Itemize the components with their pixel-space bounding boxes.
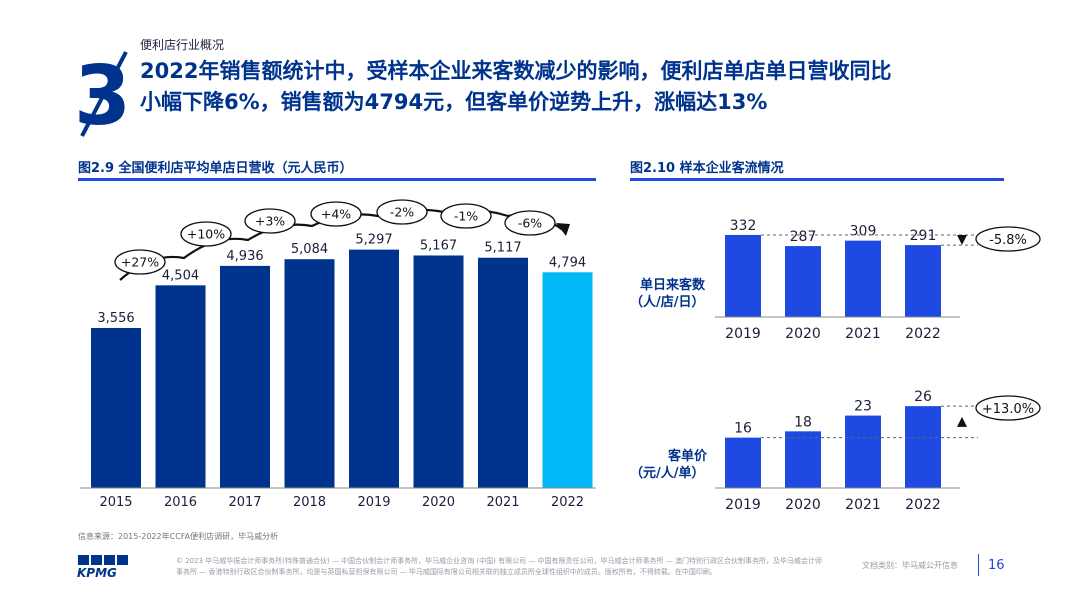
ticket-x-tick: 2019: [725, 497, 761, 513]
fig29-growth-bubble: [310, 201, 362, 227]
visits-change-arrow: [957, 235, 967, 246]
fig29-x-tick: 2021: [486, 495, 519, 510]
ticket-bar: [785, 431, 821, 488]
ticket-x-tick: 2021: [845, 497, 881, 513]
ticket-x-tick: 2020: [785, 497, 821, 513]
visits-value-label: 309: [850, 224, 877, 240]
source-note: 信息来源：2015-2022年CCFA便利店调研，毕马威分析: [78, 532, 279, 541]
fig29-x-tick: 2020: [422, 495, 455, 510]
kpmg-logo-text: KPMG: [77, 566, 117, 580]
section-label: 便利店行业概况: [140, 38, 225, 52]
fig29-growth-label: +4%: [321, 207, 351, 222]
fig29-bar: [349, 249, 399, 488]
fig29-value-label: 5,117: [484, 241, 521, 256]
ticket-value-label: 23: [854, 399, 872, 415]
section-slash: [80, 51, 128, 137]
fig210-rule: [630, 178, 1004, 181]
fig29-value-label: 5,297: [355, 233, 392, 248]
fig29-growth-bubble: [504, 210, 556, 236]
fig29-growth-label: +27%: [121, 255, 159, 270]
fig210-ticket-chart: 客单价 （元/人/单） 16 2019 18 2020 23 2021 26 2022 +13.…: [630, 389, 1041, 513]
ticket-change-label: +13.0%: [982, 402, 1034, 417]
fig29-value-label: 5,167: [420, 238, 457, 253]
fig29-bar: [542, 272, 593, 488]
fig29-x-tick: 2018: [293, 495, 326, 510]
ticket-bar: [905, 406, 941, 488]
fig29-growth-bubble: [180, 221, 232, 247]
document-classification: 文档类别：毕马威公开信息: [862, 561, 958, 570]
page-separator: [978, 554, 979, 576]
fig29-growth-label: -1%: [454, 209, 478, 224]
fig29-x-tick: 2017: [228, 495, 261, 510]
fig29-bar: [413, 255, 464, 488]
visits-change-label: -5.8%: [989, 233, 1027, 248]
visits-bar: [725, 234, 761, 317]
ticket-row-label-1: 客单价: [668, 448, 708, 464]
fig29-growth-bubble: [114, 249, 166, 275]
ticket-x-tick: 2022: [905, 497, 941, 513]
section-number-graphic: 3: [74, 49, 131, 138]
fig29-growth-bubble: [440, 203, 492, 229]
fig210-visits-chart: 单日来客数 （人/店/日） 332 2019 287 2020 309 2021 291 20…: [630, 218, 1041, 342]
ticket-row-label-2: （元/人/单）: [630, 465, 705, 481]
fig29-value-label: 4,936: [226, 249, 263, 264]
ticket-bar: [845, 415, 881, 488]
fig29-growth-arrowhead: [556, 223, 570, 236]
ticket-value-label: 18: [794, 414, 812, 430]
fig29-value-label: 5,084: [291, 242, 328, 257]
visits-x-tick: 2022: [905, 326, 941, 342]
ticket-change-arrow: [957, 416, 967, 427]
visits-row-label-2: （人/店/日）: [630, 294, 705, 310]
fig29-bar: [284, 259, 335, 488]
page-title: 2022年销售额统计中，受样本企业来客数减少的影响，便利店单店单日营收同比 小幅…: [140, 56, 891, 118]
fig210-title: 图2.10 样本企业客流情况: [630, 161, 784, 176]
visits-value-label: 291: [910, 228, 937, 244]
visits-row-label-1: 单日来客数: [640, 277, 706, 293]
fig29-growth-label: +3%: [255, 214, 285, 229]
ticket-bar: [725, 437, 761, 488]
visits-bar: [845, 240, 881, 317]
kpmg-logo: KPMG: [77, 555, 128, 580]
page-number: 16: [988, 558, 1005, 573]
fig29-x-tick: 2015: [99, 495, 132, 510]
fig29-value-label: 4,794: [549, 255, 586, 270]
fig29-growth-label: -6%: [518, 216, 542, 231]
page-title-line1: 2022年销售额统计中，受样本企业来客数减少的影响，便利店单店单日营收同比: [140, 59, 892, 83]
fig29-bar: [91, 327, 141, 488]
visits-x-tick: 2021: [845, 326, 881, 342]
ticket-value-label: 26: [914, 389, 932, 405]
visits-x-tick: 2020: [785, 326, 821, 342]
fig29-x-tick: 2022: [551, 495, 584, 510]
visits-change-bubble: [975, 226, 1041, 252]
footer-legal: © 2023 毕马威华振会计师事务所(特殊普通合伙) — 中国合伙制会计师事务所…: [176, 557, 822, 576]
fig29-rule: [78, 178, 596, 181]
fig29-title: 图2.9 全国便利店平均单店日营收（元人民币）: [78, 161, 353, 176]
visits-value-label: 287: [790, 229, 817, 245]
fig29-bar: [478, 257, 528, 488]
fig29-growth-bubble: [376, 199, 428, 225]
fig29-chart: 3,556 4,504 4,936 5,084 5,297 5,167 5,117 4,794…: [80, 199, 596, 510]
visits-x-tick: 2019: [725, 326, 761, 342]
fig29-value-label: 4,504: [162, 268, 199, 283]
fig29-x-tick: 2016: [164, 495, 197, 510]
fig29-value-label: 3,556: [97, 311, 134, 326]
ticket-value-label: 16: [734, 421, 752, 437]
fig29-growth-bubble: [244, 208, 296, 234]
fig29-bar: [220, 265, 270, 488]
page-title-line2: 小幅下降6%，销售额为4794元，但客单价逆势上升，涨幅达13%: [140, 90, 768, 114]
visits-bar: [785, 246, 821, 317]
visits-bar: [905, 245, 941, 317]
visits-value-label: 332: [730, 218, 757, 234]
fig29-growth-label: +10%: [187, 227, 225, 242]
fig29-bar: [155, 285, 206, 488]
fig29-x-tick: 2019: [357, 495, 390, 510]
ticket-change-bubble: [975, 395, 1041, 421]
fig29-growth-label: -2%: [390, 205, 414, 220]
